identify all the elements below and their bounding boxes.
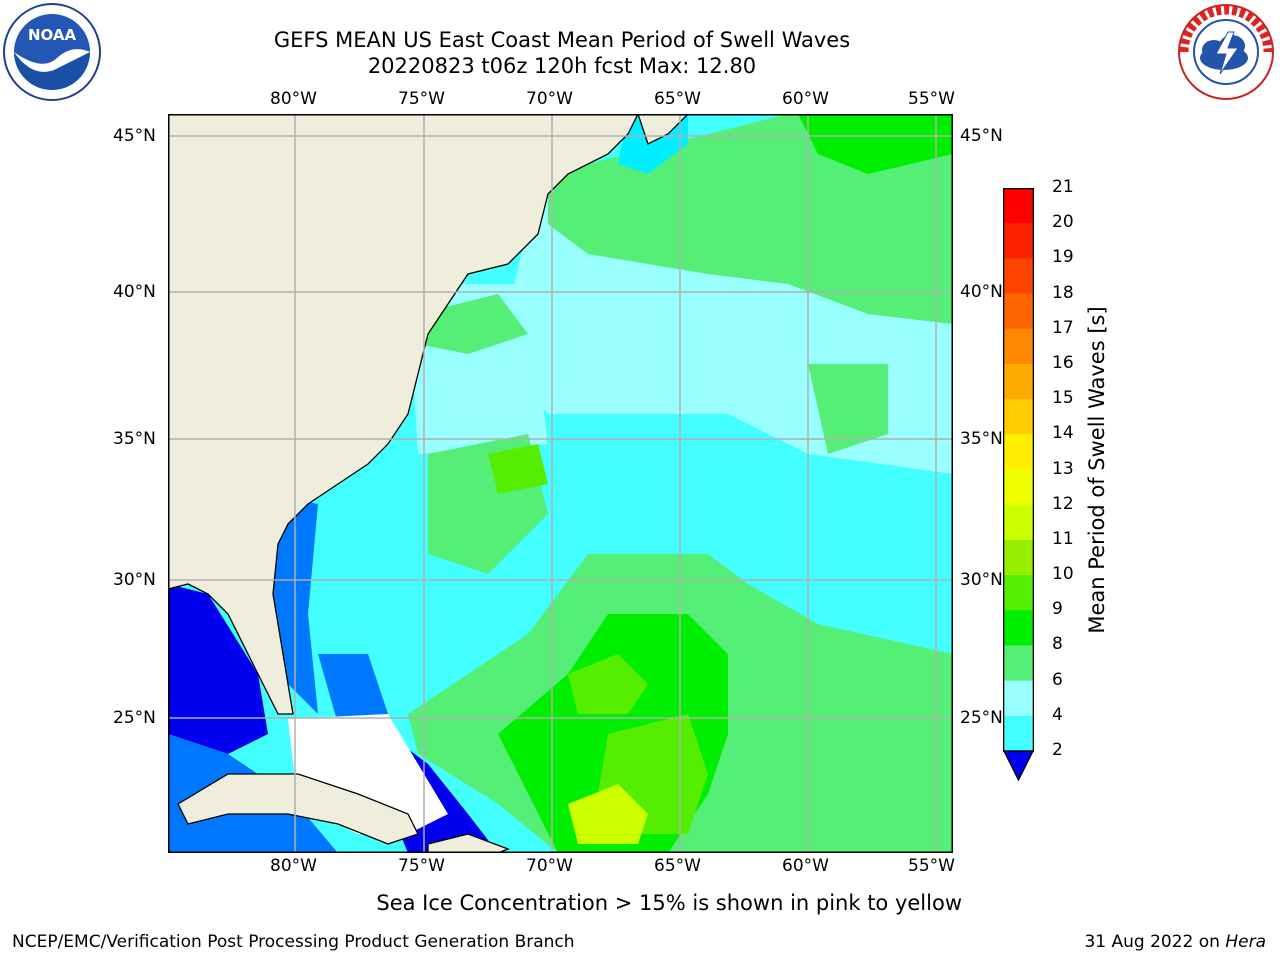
colorbar-tick-label: 15 xyxy=(1052,388,1074,409)
colorbar-segment xyxy=(1003,504,1034,541)
colorbar-tick-label: 11 xyxy=(1052,528,1074,549)
colorbar-segment xyxy=(1003,258,1034,295)
colorbar-segment xyxy=(1003,715,1034,752)
lon-label-bottom: 80°W xyxy=(270,856,317,876)
lat-label-right: 30°N xyxy=(960,570,1003,590)
colorbar-tick-label: 14 xyxy=(1052,423,1074,444)
lon-label-bottom: 60°W xyxy=(782,856,829,876)
svg-text:NOAA: NOAA xyxy=(28,26,77,44)
colorbar-segment xyxy=(1003,539,1034,576)
colorbar-segment xyxy=(1003,188,1034,224)
colorbar-segment xyxy=(1003,469,1034,506)
noaa-logo-icon: NOAA xyxy=(2,2,102,106)
colorbar-tick-label: 6 xyxy=(1052,669,1063,690)
colorbar-tick-label: 16 xyxy=(1052,352,1074,373)
colorbar-segment xyxy=(1003,223,1034,259)
lon-label-bottom: 75°W xyxy=(398,856,445,876)
colorbar-tick-label: 10 xyxy=(1052,564,1074,585)
colorbar-tick-label: 19 xyxy=(1052,247,1074,268)
colorbar-segment xyxy=(1003,363,1034,400)
sea-ice-note: Sea Ice Concentration > 15% is shown in … xyxy=(376,891,962,915)
lat-label-right: 45°N xyxy=(960,126,1003,146)
colorbar-tick-label: 8 xyxy=(1052,634,1063,655)
footer-host: Hera xyxy=(1225,932,1266,952)
colorbar-tick-label: 9 xyxy=(1052,599,1063,620)
nws-logo-icon xyxy=(1176,2,1276,106)
footer-date: 31 Aug 2022 on Hera xyxy=(1084,932,1266,952)
lat-label-left: 30°N xyxy=(113,570,156,590)
colorbar-segment xyxy=(1003,399,1034,435)
colorbar-tick-label: 21 xyxy=(1052,177,1074,197)
lon-label-top: 75°W xyxy=(398,89,445,109)
colorbar-segment xyxy=(1003,434,1034,470)
colorbar xyxy=(1002,187,1035,782)
colorbar-segment xyxy=(1003,680,1034,717)
lon-label-top: 65°W xyxy=(654,89,701,109)
colorbar-segment xyxy=(1003,328,1034,365)
lon-label-top: 60°W xyxy=(782,89,829,109)
lat-label-right: 25°N xyxy=(960,708,1003,728)
lat-label-left: 35°N xyxy=(113,429,156,449)
lon-label-top: 70°W xyxy=(526,89,573,109)
lon-label-top: 80°W xyxy=(270,89,317,109)
colorbar-tick-label: 20 xyxy=(1052,212,1074,233)
lon-label-top: 55°W xyxy=(908,89,955,109)
lon-label-bottom: 55°W xyxy=(908,856,955,876)
lat-label-left: 40°N xyxy=(113,282,156,302)
lat-label-right: 35°N xyxy=(960,429,1003,449)
colorbar-tick-label: 17 xyxy=(1052,317,1074,338)
lon-label-bottom: 65°W xyxy=(654,856,701,876)
colorbar-segment xyxy=(1003,575,1034,611)
footer-credit: NCEP/EMC/Verification Post Processing Pr… xyxy=(12,932,575,952)
colorbar-tick-label: 12 xyxy=(1052,493,1074,514)
chart-subtitle: 20220823 t06z 120h fcst Max: 12.80 xyxy=(367,54,757,78)
colorbar-segment xyxy=(1003,293,1034,330)
colorbar-tick-label: 13 xyxy=(1052,458,1074,479)
colorbar-segment xyxy=(1003,610,1034,646)
colorbar-title: Mean Period of Swell Waves [s] xyxy=(1085,306,1109,634)
colorbar-segment xyxy=(1003,645,1034,682)
colorbar-tick-label: 2 xyxy=(1052,740,1063,760)
colorbar-tick-label: 18 xyxy=(1052,282,1074,303)
lat-label-left: 25°N xyxy=(113,708,156,728)
lon-label-bottom: 70°W xyxy=(526,856,573,876)
colorbar-tick-label: 4 xyxy=(1052,704,1063,725)
lat-label-left: 45°N xyxy=(113,126,156,146)
swell-period-map xyxy=(168,114,953,853)
chart-title: GEFS MEAN US East Coast Mean Period of S… xyxy=(273,28,851,52)
footer-date-text: 31 Aug 2022 on xyxy=(1084,932,1226,952)
lat-label-right: 40°N xyxy=(960,282,1003,302)
